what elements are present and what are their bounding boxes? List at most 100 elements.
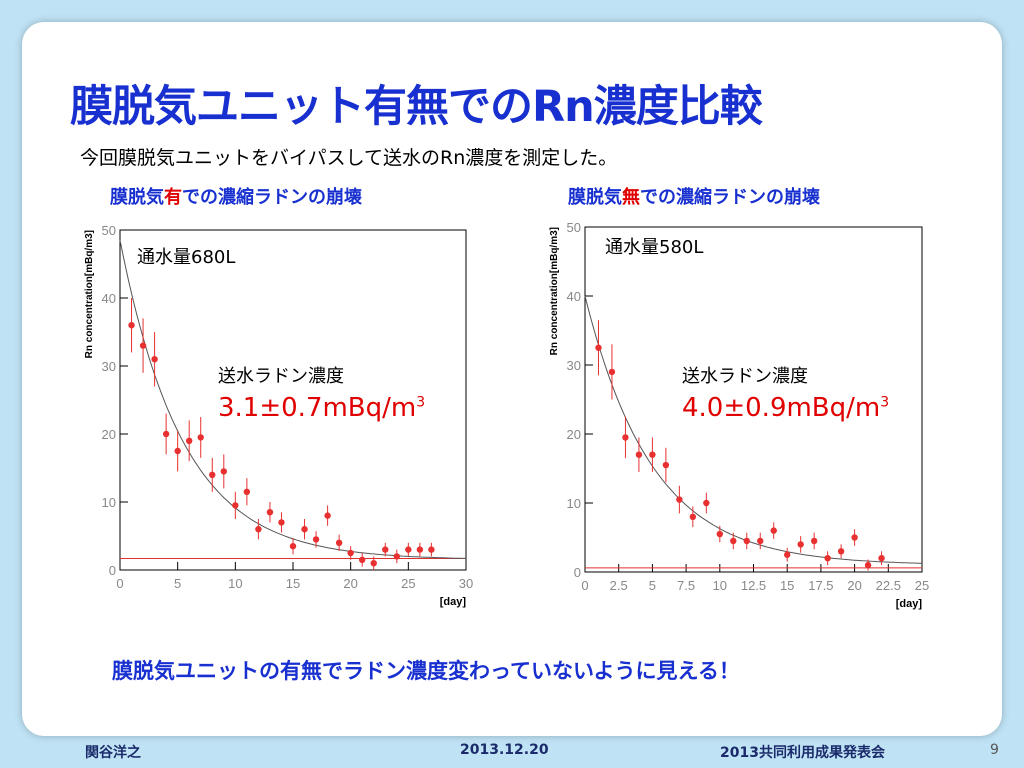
right-data-point bbox=[824, 555, 831, 562]
left-decay-chart: 0 5 10 15 20 25 30 0 10 20 30 40 50 [day] Rn concentra… bbox=[84, 223, 473, 608]
right-subtitle-pre: 膜脱気 bbox=[568, 187, 622, 208]
right-data-point bbox=[864, 561, 872, 569]
left-x-tick-label: 15 bbox=[286, 576, 300, 591]
left-data-point bbox=[139, 342, 147, 349]
right-data-point bbox=[595, 344, 602, 351]
right-chart-subtitle: 膜脱気無での濃縮ラドンの崩壊 bbox=[568, 183, 820, 209]
left-data-point bbox=[312, 536, 320, 543]
left-data-point bbox=[382, 546, 389, 553]
right-data-point bbox=[649, 451, 656, 458]
right-x-tick-label: 12.5 bbox=[741, 578, 766, 593]
left-data-point bbox=[243, 488, 251, 495]
conclusion-text: 膜脱気ユニットの有無でラドン濃度変わっていないように見える！ bbox=[112, 659, 740, 683]
left-y-axis-label: Rn concentration[mBq/m3] bbox=[84, 230, 95, 358]
right-data-point bbox=[878, 555, 885, 562]
right-data-point bbox=[730, 537, 737, 545]
right-x-tick-label: 7.5 bbox=[677, 578, 695, 593]
right-x-axis-label: [day] bbox=[896, 598, 923, 610]
right-data-point bbox=[689, 513, 697, 520]
left-volume-label: 通水量680L bbox=[137, 247, 236, 268]
left-y-tick-label: 20 bbox=[102, 427, 116, 442]
left-data-point bbox=[255, 526, 262, 533]
left-x-tick-label: 30 bbox=[459, 576, 473, 591]
footer-date: 2013.12.20 bbox=[460, 742, 549, 758]
left-data-point bbox=[428, 546, 435, 553]
footer-event: 2013共同利用成果発表会 bbox=[720, 745, 885, 761]
right-data-point bbox=[837, 548, 845, 555]
left-y-tick-label: 50 bbox=[102, 223, 116, 238]
left-data-point bbox=[370, 560, 377, 567]
right-data-point bbox=[635, 451, 643, 458]
footer-author: 関谷洋之 bbox=[85, 745, 141, 761]
right-data-point bbox=[784, 551, 791, 558]
right-x-tick-label: 2.5 bbox=[610, 578, 628, 593]
right-data-point bbox=[676, 496, 683, 503]
right-data-point bbox=[703, 499, 710, 507]
right-x-tick-label: 5 bbox=[649, 578, 656, 593]
left-x-tick-label: 25 bbox=[401, 576, 415, 591]
right-data-point bbox=[608, 368, 616, 376]
right-data-point bbox=[757, 537, 764, 545]
right-data-point bbox=[716, 530, 723, 538]
right-x-tick-label: 0 bbox=[581, 578, 588, 593]
left-data-point bbox=[151, 356, 158, 363]
left-chart-subtitle: 膜脱気有での濃縮ラドンの崩壊 bbox=[110, 183, 362, 209]
left-concentration-text: 3.1±0.7mBq/m bbox=[218, 393, 417, 423]
left-data-point bbox=[405, 546, 412, 553]
left-data-point bbox=[278, 519, 285, 526]
right-data-point bbox=[770, 527, 777, 534]
right-x-tick-label: 20 bbox=[847, 578, 861, 593]
left-data-point bbox=[335, 539, 343, 546]
left-data-point bbox=[393, 553, 400, 560]
left-concentration-value: 3.1±0.7mBq/m3 bbox=[218, 393, 425, 423]
left-x-tick-label: 5 bbox=[174, 576, 181, 591]
left-data-point bbox=[197, 434, 204, 441]
right-subtitle-highlight: 無 bbox=[622, 187, 640, 208]
left-data-point bbox=[162, 430, 170, 438]
right-data-point bbox=[797, 541, 804, 548]
left-data-point bbox=[347, 549, 354, 557]
left-data-point bbox=[220, 468, 227, 475]
left-x-tick-label: 0 bbox=[116, 576, 123, 591]
right-concentration-unit-sup: 3 bbox=[880, 394, 890, 411]
right-y-tick-label: 0 bbox=[574, 565, 581, 580]
right-x-tick-label: 25 bbox=[915, 578, 929, 593]
right-y-tick-label: 10 bbox=[567, 496, 581, 511]
right-data-point bbox=[622, 434, 629, 441]
right-y-tick-label: 20 bbox=[567, 427, 581, 442]
right-concentration-label: 送水ラドン濃度 bbox=[682, 366, 808, 387]
right-volume-label: 通水量580L bbox=[605, 237, 704, 258]
right-data-point bbox=[851, 534, 858, 541]
left-data-point bbox=[174, 447, 181, 455]
left-data-point bbox=[266, 509, 274, 516]
left-data-point bbox=[301, 526, 308, 533]
left-y-tick-label: 30 bbox=[102, 359, 116, 374]
slide-panel bbox=[22, 22, 1002, 736]
left-data-point bbox=[289, 543, 297, 550]
right-y-tick-label: 40 bbox=[567, 289, 581, 304]
right-x-tick-label: 17.5 bbox=[808, 578, 833, 593]
left-y-tick-label: 0 bbox=[109, 563, 116, 578]
right-x-tick-label: 15 bbox=[780, 578, 794, 593]
left-data-point bbox=[209, 471, 216, 478]
left-y-tick-label: 40 bbox=[102, 291, 116, 306]
intro-text: 今回膜脱気ユニットをバイパスして送水のRn濃度を測定した。 bbox=[80, 147, 618, 169]
left-data-point bbox=[416, 546, 424, 553]
right-y-tick-label: 50 bbox=[567, 220, 581, 235]
right-subtitle-post: での濃縮ラドンの崩壊 bbox=[640, 187, 820, 208]
footer-page-number: 9 bbox=[990, 742, 999, 758]
left-y-tick-label: 10 bbox=[102, 495, 116, 510]
right-concentration-text: 4.0±0.9mBq/m bbox=[682, 393, 881, 423]
right-concentration-value: 4.0±0.9mBq/m3 bbox=[682, 393, 889, 423]
left-subtitle-highlight: 有 bbox=[164, 187, 182, 208]
left-subtitle-post: での濃縮ラドンの崩壊 bbox=[182, 187, 362, 208]
left-data-point bbox=[186, 437, 193, 444]
left-data-point bbox=[128, 322, 135, 329]
right-data-point bbox=[810, 537, 818, 545]
right-decay-chart: 0 2.5 5 7.5 10 12.5 15 17.5 20 22.5 25 0 10 20 30 40 50 [… bbox=[549, 220, 929, 610]
slide-title: 膜脱気ユニット有無でのRn濃度比較 bbox=[70, 82, 763, 132]
left-data-point bbox=[359, 556, 366, 563]
left-x-tick-label: 10 bbox=[228, 576, 242, 591]
left-subtitle-pre: 膜脱気 bbox=[110, 187, 164, 208]
right-y-tick-label: 30 bbox=[567, 358, 581, 373]
